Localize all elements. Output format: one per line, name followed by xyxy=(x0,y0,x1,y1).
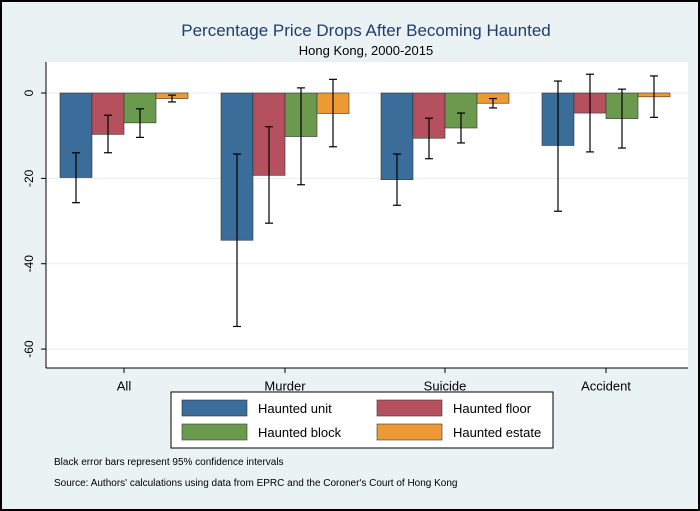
category-label: All xyxy=(117,379,132,394)
legend-label: Haunted unit xyxy=(258,401,332,416)
axes: 0 -20 -40 -60 xyxy=(22,62,688,373)
legend-label: Haunted floor xyxy=(453,401,532,416)
chart-subtitle: Hong Kong, 2000-2015 xyxy=(299,43,433,58)
category-label: Accident xyxy=(581,379,631,394)
legend-label: Haunted estate xyxy=(453,425,541,440)
y-tick-label: 0 xyxy=(22,89,36,96)
chart-title: Percentage Price Drops After Becoming Ha… xyxy=(181,21,550,40)
y-tick-label: -40 xyxy=(22,255,36,273)
legend-swatch xyxy=(181,399,248,417)
legend-swatch xyxy=(376,399,443,417)
bars xyxy=(59,92,671,241)
y-tick-label: -20 xyxy=(22,169,36,187)
note-confidence: Black error bars represent 95% confidenc… xyxy=(54,457,284,468)
y-tick-label: -60 xyxy=(22,340,36,358)
category-label: Suicide xyxy=(424,379,467,394)
error-bars xyxy=(72,73,658,328)
note-source: Source: Authors' calculations using data… xyxy=(54,478,457,489)
legend-swatch xyxy=(181,423,248,441)
category-label: Murder xyxy=(264,379,306,394)
legend-label: Haunted block xyxy=(258,425,342,440)
legend: Haunted unit Haunted floor Haunted block Ha… xyxy=(181,399,541,441)
category-labels: All Murder Suicide Accident xyxy=(117,379,632,394)
legend-swatch xyxy=(376,423,443,441)
